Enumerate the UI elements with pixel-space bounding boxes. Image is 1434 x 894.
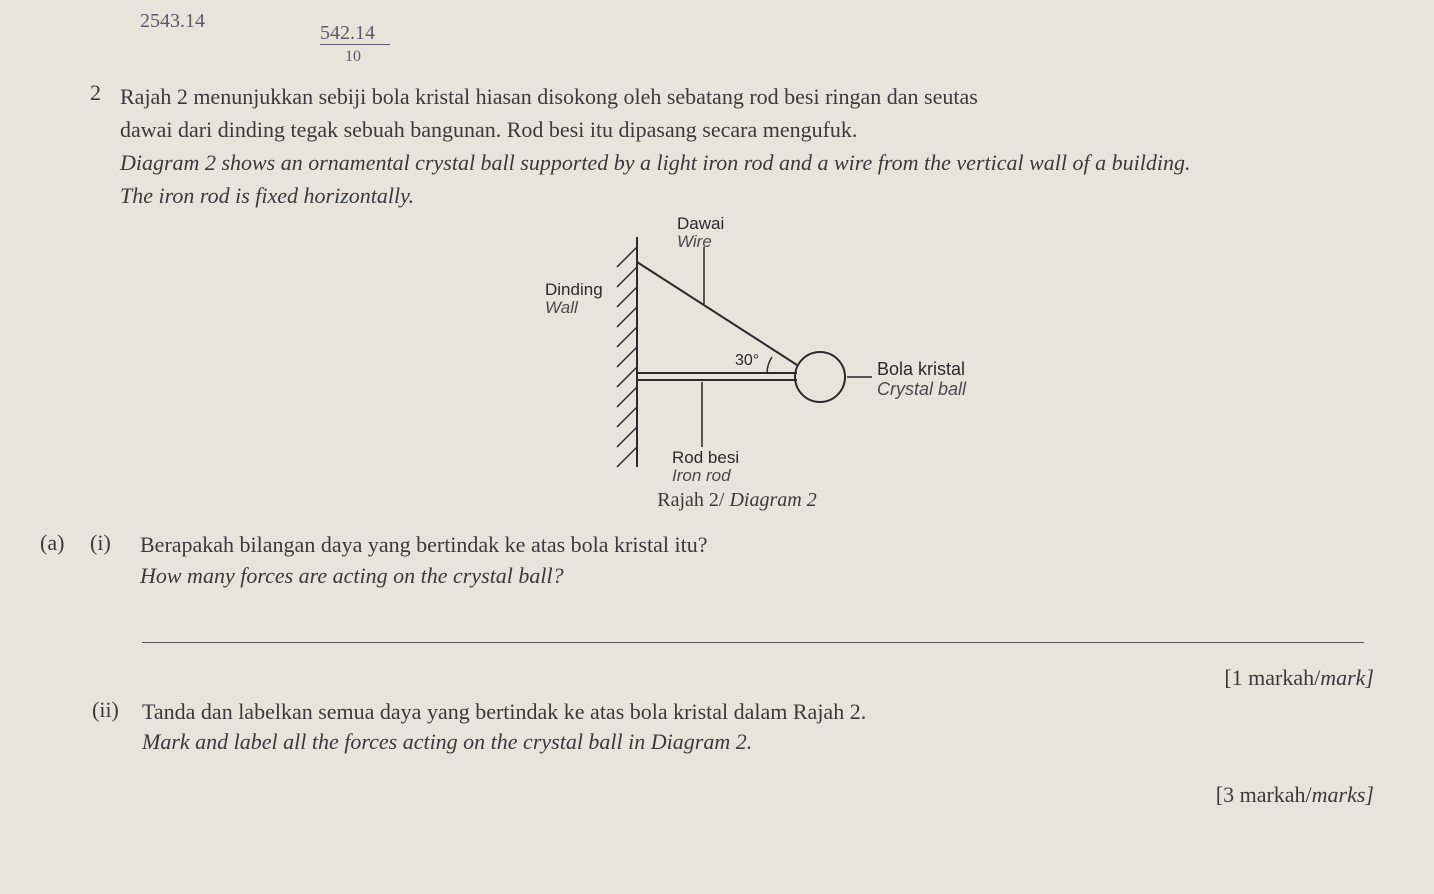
question-2: 2 Rajah 2 menunjukkan sebiji bola krista… [90, 80, 1384, 212]
label-a: (a) [40, 530, 76, 592]
part-ii-my: Tanda dan labelkan semua daya yang berti… [142, 699, 866, 724]
q-line1-my: Rajah 2 menunjukkan sebiji bola kristal … [120, 84, 978, 109]
handwriting-right-bottom: 10 [345, 48, 361, 66]
caption-my: Rajah 2/ [657, 489, 724, 511]
part-a-text: Berapakah bilangan daya yang bertindak k… [140, 530, 1384, 592]
marks-ai-en: mark] [1320, 665, 1374, 690]
wire-label-en: Wire [677, 232, 712, 251]
part-ii-en: Mark and label all the forces acting on … [142, 729, 752, 754]
diagram-container: Dawai Wire Dinding Wall 30° Bola kristal… [90, 217, 1384, 487]
part-a-my: Berapakah bilangan daya yang bertindak k… [140, 532, 708, 557]
exam-page: 2543.14 542.14 10 2 Rajah 2 menunjukkan … [0, 0, 1434, 828]
marks-ai-my: [1 markah/ [1224, 665, 1320, 690]
caption-en: Diagram 2 [724, 489, 816, 511]
ball-label-my: Bola kristal [877, 359, 965, 379]
marks-a-ii: [3 markah/marks] [90, 782, 1374, 808]
wall-hatching [617, 247, 637, 467]
part-a-ii: (ii) Tanda dan labelkan semua daya yang … [92, 697, 1384, 759]
angle-label: 30° [735, 352, 759, 369]
angle-arc [767, 357, 772, 373]
wire-line [637, 262, 797, 365]
handwriting-right-top: 542.14 [320, 22, 375, 45]
part-a-i: (a) (i) Berapakah bilangan daya yang ber… [40, 530, 1384, 592]
marks-aii-en: marks] [1312, 782, 1374, 807]
answer-blank-line [142, 642, 1364, 643]
label-ii: (ii) [92, 697, 128, 759]
crystal-ball [795, 352, 845, 402]
rod-label-my: Rod besi [672, 448, 739, 467]
diagram-svg: Dawai Wire Dinding Wall 30° Bola kristal… [477, 217, 997, 487]
marks-a-i: [1 markah/mark] [90, 665, 1374, 691]
wall-label-en: Wall [545, 298, 579, 317]
q-line1-en: Diagram 2 shows an ornamental crystal ba… [120, 150, 1190, 175]
handwriting-divider [320, 44, 390, 45]
question-text: Rajah 2 menunjukkan sebiji bola kristal … [120, 80, 1190, 212]
diagram-caption: Rajah 2/ Diagram 2 [90, 489, 1384, 512]
wall-label-my: Dinding [545, 280, 603, 299]
label-i: (i) [90, 530, 126, 592]
rod-label-en: Iron rod [672, 466, 731, 485]
question-number: 2 [90, 80, 110, 212]
handwriting-left: 2543.14 [140, 10, 205, 33]
q-line2-en: The iron rod is fixed horizontally. [120, 183, 414, 208]
part-a-en: How many forces are acting on the crysta… [140, 563, 564, 588]
wire-label-my: Dawai [677, 217, 724, 233]
marks-aii-my: [3 markah/ [1216, 782, 1312, 807]
q-line2-my: dawai dari dinding tegak sebuah bangunan… [120, 117, 857, 142]
ball-label-en: Crystal ball [877, 379, 967, 399]
part-ii-text: Tanda dan labelkan semua daya yang berti… [142, 697, 1384, 759]
